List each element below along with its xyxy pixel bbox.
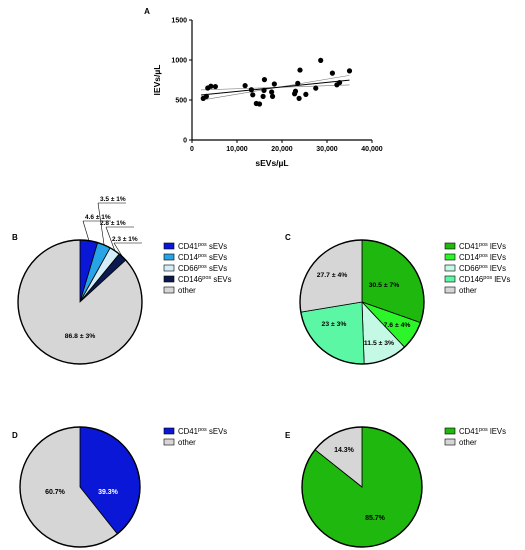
- data-point: [295, 80, 301, 86]
- pie-panel-d: D 39.3% 60.7% CD41pos sEVs other: [12, 426, 227, 548]
- legend-label: other: [459, 286, 477, 295]
- data-point: [256, 101, 263, 107]
- legend-label: CD146pos sEVs: [178, 275, 232, 284]
- legend-swatch: [163, 242, 175, 250]
- slice-value-label: 2.3 ± 1%: [112, 236, 138, 243]
- panel-label-a: A: [144, 7, 150, 16]
- data-point: [296, 95, 302, 101]
- pie-outline: [19, 426, 141, 548]
- legend-label: CD14pos lEVs: [459, 253, 506, 262]
- x-tick-label: 30,000: [316, 146, 338, 153]
- legend-label: CD41pos lEVs: [459, 242, 506, 251]
- legend-label: other: [178, 438, 196, 447]
- slice-value-label: 27.7 ± 4%: [317, 272, 348, 279]
- pie-panel-b: B 4.6 ± 1% 3.5 ± 1% 2.8 ± 1% 2.3 ± 1% 86.8 ± …: [12, 196, 232, 365]
- y-tick-label: 500: [175, 98, 187, 105]
- y-axis-label: lEVs/µL: [152, 65, 162, 96]
- legend-swatch: [163, 286, 175, 294]
- data-point: [297, 67, 303, 73]
- y-tick-label: 1500: [171, 18, 187, 25]
- legend-label: other: [178, 286, 196, 295]
- x-axis-label: sEVs/µL: [255, 158, 288, 168]
- x-tick-label: 20,000: [271, 146, 293, 153]
- legend-swatch: [444, 286, 456, 294]
- data-point: [261, 87, 267, 93]
- panel-label-c: C: [285, 233, 291, 242]
- legend-swatch: [163, 427, 175, 435]
- slice-value-label: 85.7%: [365, 515, 386, 522]
- pie-panel-e: E 85.7% 14.3% CD41pos lEVs other: [285, 426, 506, 548]
- legend-label: CD41pos sEVs: [178, 242, 227, 251]
- data-point: [271, 81, 277, 87]
- pie-outline: [301, 426, 423, 548]
- data-point: [208, 83, 214, 89]
- legend-swatch: [444, 275, 456, 283]
- scatter-panel-a: A 0 10,000 20,000 30,000 40,000 0 500 1000 1500 sE…: [144, 7, 383, 168]
- x-tick-label: 10,000: [226, 146, 248, 153]
- slice-value-label: 3.5 ± 1%: [100, 196, 126, 203]
- x-tick-label: 0: [190, 146, 194, 153]
- data-point: [269, 89, 275, 95]
- callout-line: [105, 226, 116, 251]
- legend-swatch: [444, 253, 456, 261]
- slice-value-label: 11.5 ± 3%: [364, 340, 394, 347]
- data-point: [346, 68, 353, 74]
- data-point: [260, 93, 266, 99]
- legend-swatch: [444, 242, 456, 250]
- slice-value-label: 2.8 ± 1%: [100, 220, 126, 227]
- y-tick-label: 0: [183, 138, 187, 145]
- callout-line: [113, 242, 123, 258]
- legend-label: CD66pos sEVs: [178, 264, 227, 273]
- legend-label: CD41pos sEVs: [178, 427, 227, 436]
- data-point: [292, 88, 299, 94]
- legend-swatch: [163, 264, 175, 272]
- panel-label-e: E: [285, 431, 291, 440]
- legend-label: CD66pos lEVs: [459, 264, 506, 273]
- slice-value-label: 7.6 ± 4%: [384, 322, 411, 329]
- data-point: [212, 83, 218, 90]
- slice-value-label: 23 ± 3%: [322, 321, 347, 328]
- data-point: [203, 93, 209, 99]
- x-tick-label: 40,000: [361, 146, 383, 153]
- legend-label: CD146pos lEVs: [459, 275, 510, 284]
- callout-line: [97, 202, 105, 245]
- legend-swatch: [163, 275, 175, 283]
- data-point: [318, 57, 324, 64]
- data-point: [329, 70, 335, 76]
- data-point: [337, 79, 343, 86]
- data-point: [250, 92, 256, 98]
- legend-swatch: [444, 264, 456, 272]
- data-point: [261, 77, 268, 83]
- slice-value-label: 86.8 ± 3%: [65, 333, 96, 340]
- legend-label: other: [459, 438, 477, 447]
- pie-outline: [299, 239, 425, 365]
- legend-label: CD41pos lEVs: [459, 427, 506, 436]
- legend-label: CD14pos sEVs: [178, 253, 227, 262]
- slice-value-label: 39.3%: [98, 489, 119, 496]
- legend-swatch: [163, 253, 175, 261]
- legend-swatch: [444, 427, 456, 435]
- pie-panel-c: C 30.5 ± 7% 7.6 ± 4% 11.5 ± 3% 23 ± 3% 27.7 ±…: [285, 233, 510, 365]
- panel-label-b: B: [12, 233, 18, 242]
- y-tick-label: 1000: [171, 58, 187, 65]
- legend-swatch: [163, 438, 175, 446]
- data-point: [313, 85, 319, 91]
- slice-value-label: 14.3%: [334, 447, 355, 454]
- pie-slice-cd146-lev: [300, 301, 365, 365]
- slice-value-label: 4.6 ± 1%: [85, 214, 111, 221]
- panel-label-d: D: [12, 431, 18, 440]
- regression-line: [200, 79, 350, 96]
- data-point: [269, 93, 276, 99]
- pie-outline: [17, 239, 143, 365]
- slice-value-label: 30.5 ± 7%: [369, 282, 400, 289]
- slice-value-label: 60.7%: [45, 489, 66, 496]
- callout-line: [82, 220, 90, 241]
- data-point: [303, 91, 309, 97]
- data-point: [248, 87, 254, 93]
- data-point: [242, 83, 248, 89]
- legend-swatch: [444, 438, 456, 446]
